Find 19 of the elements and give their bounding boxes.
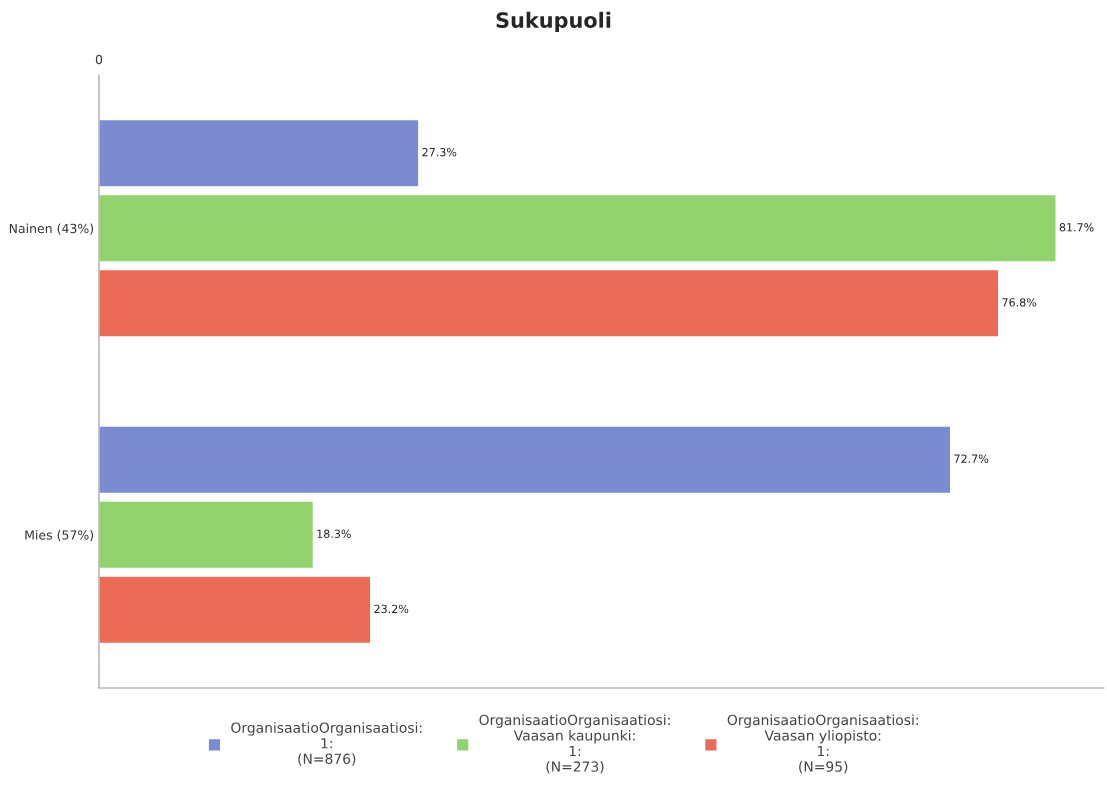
bar xyxy=(99,425,952,495)
legend-label: OrganisaatioOrganisaatiosi: Vaasan yliopisto: 1: (N=95) xyxy=(727,714,918,774)
bar xyxy=(99,500,315,570)
chart-title: Sukupuoli xyxy=(496,11,611,32)
data-label: 27.3% xyxy=(422,147,457,157)
legend-label: OrganisaatioOrganisaatiosi: Vaasan kaupunki: 1: (N=273) xyxy=(479,714,670,774)
bar xyxy=(99,193,1057,263)
data-label: 76.8% xyxy=(1002,298,1037,307)
bar xyxy=(99,118,420,188)
data-label: 81.7% xyxy=(1059,223,1094,232)
bar xyxy=(99,268,1000,338)
data-label: 23.2% xyxy=(374,604,409,614)
y-tick-label: Mies (57%) xyxy=(25,530,94,542)
data-label: 72.7% xyxy=(954,454,989,463)
text: 0 xyxy=(95,54,103,65)
y-tick-label: Nainen (43%) xyxy=(9,223,94,235)
data-label: 18.3% xyxy=(317,529,351,538)
bar xyxy=(99,575,372,645)
legend-label: OrganisaatioOrganisaatiosi: 1: (N=876) xyxy=(231,722,422,766)
